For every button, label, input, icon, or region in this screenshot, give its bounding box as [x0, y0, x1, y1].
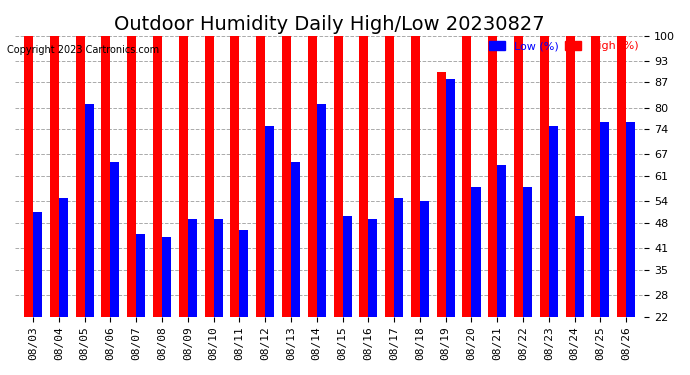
Bar [85, 104, 94, 316]
Bar [282, 36, 291, 316]
Bar [33, 212, 42, 316]
Bar [540, 36, 549, 316]
Bar [204, 36, 214, 316]
Bar [188, 219, 197, 316]
Bar [24, 36, 33, 316]
Bar [368, 219, 377, 316]
Text: Copyright 2023 Cartronics.com: Copyright 2023 Cartronics.com [7, 45, 159, 55]
Bar [214, 219, 223, 316]
Bar [256, 36, 265, 316]
Bar [136, 234, 145, 316]
Bar [342, 216, 352, 316]
Bar [446, 79, 455, 316]
Bar [127, 36, 136, 316]
Bar [333, 36, 342, 316]
Bar [101, 36, 110, 316]
Bar [471, 187, 480, 316]
Bar [514, 36, 523, 316]
Title: Outdoor Humidity Daily High/Low 20230827: Outdoor Humidity Daily High/Low 20230827 [115, 15, 545, 34]
Bar [489, 36, 497, 316]
Legend: Low (%), High (%): Low (%), High (%) [489, 41, 639, 51]
Bar [317, 104, 326, 316]
Bar [153, 36, 162, 316]
Bar [265, 126, 274, 316]
Bar [549, 126, 558, 316]
Bar [110, 162, 119, 316]
Bar [239, 230, 248, 316]
Bar [162, 237, 171, 316]
Bar [308, 36, 317, 316]
Bar [359, 36, 368, 316]
Bar [420, 201, 429, 316]
Bar [291, 162, 300, 316]
Bar [591, 36, 600, 316]
Bar [411, 36, 420, 316]
Bar [575, 216, 584, 316]
Bar [566, 36, 575, 316]
Bar [59, 198, 68, 316]
Bar [462, 36, 471, 316]
Bar [50, 36, 59, 316]
Bar [76, 36, 85, 316]
Bar [230, 36, 239, 316]
Bar [600, 122, 609, 316]
Bar [394, 198, 403, 316]
Bar [617, 36, 627, 316]
Bar [627, 122, 635, 316]
Bar [437, 72, 446, 316]
Bar [179, 36, 188, 316]
Bar [497, 165, 506, 316]
Bar [523, 187, 532, 316]
Bar [385, 36, 394, 316]
